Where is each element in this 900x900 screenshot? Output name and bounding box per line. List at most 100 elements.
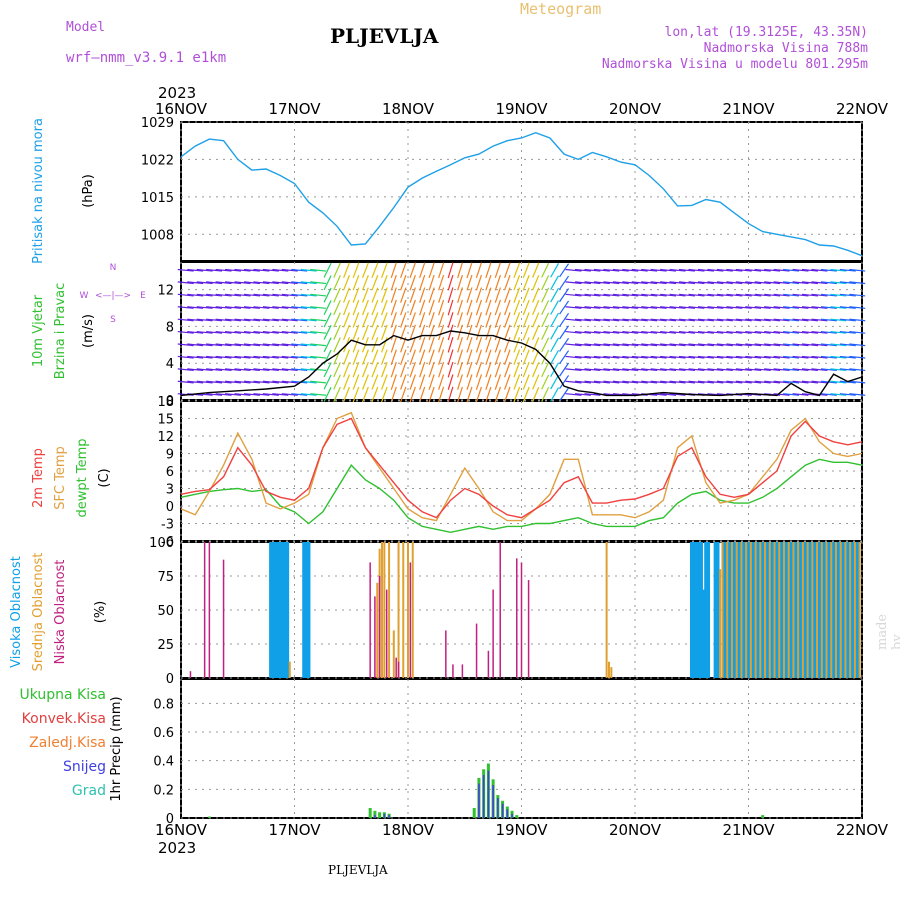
- wind-barb: [272, 355, 289, 359]
- high-cloud-bar: [271, 542, 275, 678]
- wind-barb: [504, 312, 511, 328]
- wind-barb: [419, 312, 426, 328]
- wind-barb: [773, 306, 790, 309]
- wind-barb: [281, 318, 298, 322]
- mid-cloud-bar: [853, 542, 856, 678]
- wind-barb: [419, 299, 426, 316]
- y-tick-label: 3: [166, 483, 174, 498]
- wind-barb: [457, 361, 463, 378]
- wind-barb: [206, 380, 223, 384]
- wind-barb: [745, 306, 762, 309]
- wind-barb: [849, 306, 866, 309]
- wind-barb: [206, 368, 223, 372]
- wind-unit: (m/s): [81, 314, 96, 348]
- wind-barb: [409, 299, 416, 316]
- wind-barb: [352, 274, 360, 291]
- wind-barb: [679, 281, 696, 285]
- wind-barb: [253, 330, 270, 334]
- wind-barb: [726, 306, 743, 309]
- model-label: Model: [66, 20, 106, 35]
- wind-barb: [820, 393, 837, 396]
- wind-barb: [243, 318, 260, 322]
- wind-barb: [612, 368, 629, 372]
- high-cloud-bar: [798, 542, 803, 678]
- wind-barb: [565, 393, 582, 396]
- wind-barb: [726, 343, 743, 347]
- wind-barb: [697, 330, 714, 334]
- wind-barb: [735, 368, 752, 372]
- wind-barb: [716, 268, 733, 272]
- wind-barb: [532, 374, 540, 390]
- wind-barb: [764, 368, 781, 372]
- wind-axis-subtitle: Brzina i Pravac: [53, 283, 68, 380]
- wind-barb: [849, 343, 866, 347]
- wind-barb: [428, 361, 435, 378]
- wind-barb: [215, 281, 232, 285]
- low-cloud-bar: [222, 559, 225, 678]
- wind-barb: [593, 281, 610, 285]
- wind-barb: [631, 343, 648, 347]
- wind-barb: [522, 275, 530, 291]
- wind-barb: [830, 318, 847, 322]
- lonlat-label: lon,lat (19.3125E, 43.35N): [664, 25, 869, 40]
- wind-barb: [466, 374, 473, 390]
- high-cloud-bar: [779, 542, 784, 678]
- low-cloud-bar: [397, 661, 400, 678]
- snow-precip-bar: [511, 813, 513, 818]
- wind-barb: [541, 324, 550, 340]
- wind-barb: [494, 287, 502, 303]
- station-title: PLJEVLJA: [330, 24, 439, 48]
- wind-barb: [726, 293, 743, 297]
- precip-legend-item: Grad: [72, 783, 106, 799]
- wind-barb: [679, 343, 696, 347]
- mid-cloud-bar: [825, 542, 828, 678]
- wind-barb: [532, 275, 540, 291]
- mid-cloud-bar: [764, 542, 767, 678]
- temp-2m-line: [180, 417, 863, 519]
- wind-barb: [428, 299, 435, 316]
- wind-barb: [447, 274, 454, 291]
- mid-cloud-bar: [740, 542, 743, 678]
- wind-barb: [669, 268, 686, 272]
- wind-barb: [343, 287, 350, 303]
- wind-barb: [206, 293, 223, 297]
- mid-cloud-bar: [388, 542, 391, 678]
- wind-barb: [361, 349, 369, 365]
- y-tick-label: 12: [157, 430, 174, 445]
- wind-barb: [697, 380, 714, 384]
- wind-barb: [438, 324, 445, 341]
- wind-barb: [475, 312, 483, 328]
- wind-barb: [428, 349, 435, 366]
- wind-barb: [801, 355, 818, 359]
- wind-barb: [494, 299, 502, 316]
- high-cloud-bar: [285, 542, 290, 678]
- wind-barb: [603, 380, 620, 384]
- total-precip-bar: [207, 816, 211, 818]
- wind-barb: [291, 318, 308, 322]
- wind-barb: [660, 355, 677, 359]
- elevation-label: Nadmorska Visina 788m: [703, 41, 868, 56]
- wind-barb: [839, 268, 856, 272]
- wind-barb: [262, 318, 279, 322]
- wind-barb: [428, 386, 435, 403]
- wind-barb: [234, 268, 251, 272]
- wind-barb: [631, 281, 648, 285]
- wind-barb: [310, 393, 327, 396]
- y-tick-label: -6: [161, 535, 174, 550]
- wind-barb: [291, 293, 308, 297]
- wind-barb: [541, 275, 550, 291]
- wind-barb: [400, 312, 407, 328]
- wind-barb: [735, 268, 752, 272]
- wind-barb: [622, 268, 639, 272]
- wind-barb: [660, 343, 677, 347]
- high-cloud-bar: [699, 542, 703, 678]
- wind-barb: [697, 268, 714, 272]
- compass-west: W: [80, 291, 89, 301]
- wind-barb: [225, 368, 242, 372]
- wind-barb: [650, 380, 667, 384]
- wind-barb: [783, 343, 800, 347]
- high-cloud-bar: [812, 542, 817, 678]
- wind-barb: [419, 337, 426, 353]
- mid-cloud-bar: [605, 542, 608, 678]
- wind-barb: [243, 368, 260, 372]
